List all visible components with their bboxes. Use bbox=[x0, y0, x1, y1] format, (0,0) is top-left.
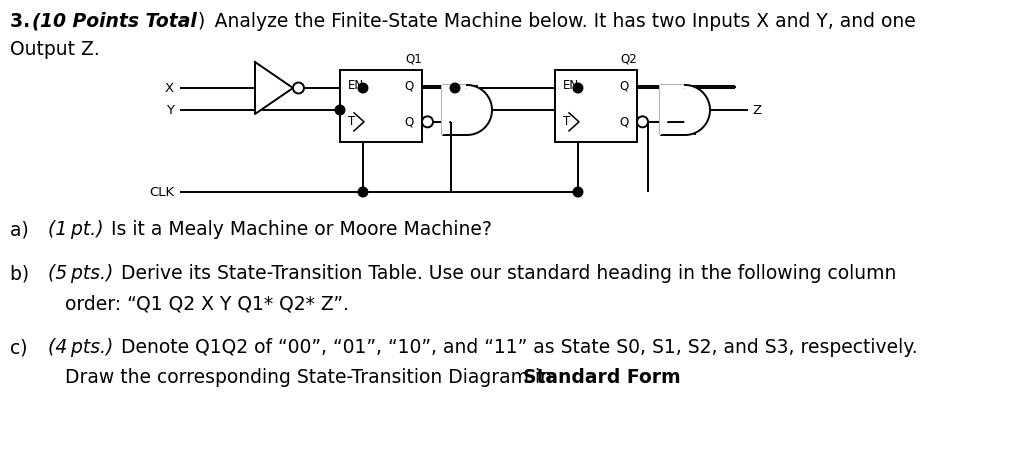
Text: order: “Q1 Q2 X Y Q1* Q2* Z”.: order: “Q1 Q2 X Y Q1* Q2* Z”. bbox=[65, 294, 348, 313]
Polygon shape bbox=[660, 85, 710, 135]
Polygon shape bbox=[255, 62, 293, 114]
Circle shape bbox=[359, 187, 368, 197]
Circle shape bbox=[335, 105, 344, 115]
Circle shape bbox=[573, 83, 583, 93]
Text: Q2: Q2 bbox=[620, 53, 637, 66]
Text: (5 pts.): (5 pts.) bbox=[48, 264, 113, 283]
Text: Q1: Q1 bbox=[406, 53, 422, 66]
Circle shape bbox=[573, 187, 583, 197]
Text: X: X bbox=[165, 81, 174, 94]
Text: 10 Points Total: 10 Points Total bbox=[40, 12, 197, 31]
Circle shape bbox=[450, 83, 460, 93]
Polygon shape bbox=[442, 85, 492, 135]
Bar bbox=[556, 70, 637, 142]
Text: .: . bbox=[675, 368, 681, 387]
Text: (1 pt.): (1 pt.) bbox=[48, 220, 104, 239]
Text: (: ( bbox=[32, 12, 40, 31]
Text: Denote Q1Q2 of “00”, “01”, “10”, and “11” as State S0, S1, S2, and S3, respectiv: Denote Q1Q2 of “00”, “01”, “10”, and “11… bbox=[115, 338, 918, 357]
Circle shape bbox=[359, 83, 368, 93]
Text: 3.: 3. bbox=[10, 12, 39, 31]
Text: Derive its State-Transition Table. Use our standard heading in the following col: Derive its State-Transition Table. Use o… bbox=[115, 264, 897, 283]
Text: (4 pts.): (4 pts.) bbox=[48, 338, 113, 357]
Text: CLK: CLK bbox=[148, 185, 174, 198]
Text: T: T bbox=[348, 115, 356, 128]
Text: Z: Z bbox=[752, 104, 762, 117]
Text: a): a) bbox=[10, 220, 47, 239]
Bar bbox=[340, 70, 422, 142]
Text: Q: Q bbox=[404, 79, 413, 92]
Text: EN: EN bbox=[563, 79, 579, 92]
Text: Draw the corresponding State-Transition Diagram in: Draw the corresponding State-Transition … bbox=[65, 368, 558, 387]
Text: T: T bbox=[563, 115, 571, 128]
Text: c): c) bbox=[10, 338, 46, 357]
Text: b): b) bbox=[10, 264, 47, 283]
Text: Q: Q bbox=[619, 79, 628, 92]
Text: Q: Q bbox=[404, 115, 413, 128]
Text: Q: Q bbox=[619, 115, 628, 128]
Text: Y: Y bbox=[166, 104, 174, 117]
Text: ) Analyze the Finite-State Machine below. It has two Inputs X and Y, and one: ) Analyze the Finite-State Machine below… bbox=[198, 12, 916, 31]
Text: Output Z.: Output Z. bbox=[10, 40, 100, 59]
Text: EN: EN bbox=[348, 79, 365, 92]
Text: Is it a Mealy Machine or Moore Machine?: Is it a Mealy Machine or Moore Machine? bbox=[105, 220, 492, 239]
Text: Standard Form: Standard Form bbox=[523, 368, 681, 387]
